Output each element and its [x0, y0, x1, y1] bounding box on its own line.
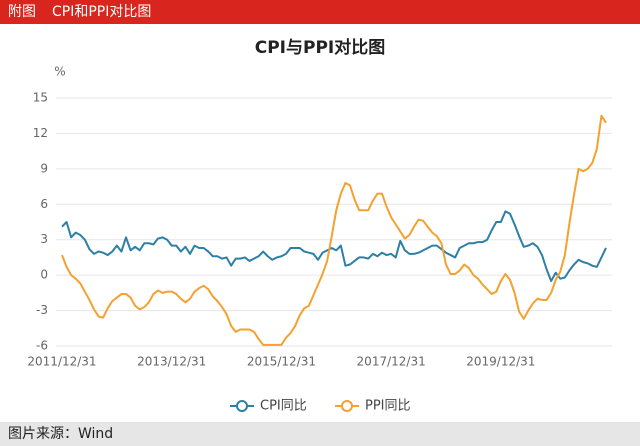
x-tick-label: 2013/12/31 — [137, 355, 206, 369]
legend-marker — [341, 400, 353, 412]
y-tick-label: 9 — [40, 161, 48, 175]
y-axis-unit: % — [54, 65, 65, 79]
y-tick-label: -3 — [36, 303, 48, 317]
header-bar: 附图 CPI和PPI对比图 — [0, 0, 640, 24]
header-label: 附图 — [8, 4, 36, 20]
source-note: 图片来源：Wind — [8, 426, 114, 442]
header-title: CPI和PPI对比图 — [52, 4, 152, 20]
chart: CPI与PPI对比图 % -6 -3 0 3 6 9 12 15 2011/12/31 2013/… — [27, 37, 612, 414]
y-tick-label: 3 — [40, 232, 48, 246]
legend-label: PPI同比 — [365, 399, 411, 414]
footer-bar: 图片来源：Wind — [0, 422, 640, 446]
series-line — [61, 210, 607, 283]
series-line — [61, 114, 607, 346]
y-tick-label: 0 — [40, 268, 48, 282]
x-tick-label: 2015/12/31 — [247, 355, 316, 369]
legend-label: CPI同比 — [260, 399, 307, 414]
y-tick-label: -6 — [36, 339, 48, 353]
y-tick-label: 15 — [33, 91, 48, 105]
y-tick-label: 12 — [33, 126, 48, 140]
x-tick-label: 2017/12/31 — [357, 355, 426, 369]
chart-title: CPI与PPI对比图 — [255, 37, 386, 58]
x-tick-label: 2019/12/31 — [466, 355, 535, 369]
legend-marker — [236, 400, 248, 412]
y-tick-label: 6 — [40, 197, 48, 211]
x-tick-label: 2011/12/31 — [27, 355, 96, 369]
